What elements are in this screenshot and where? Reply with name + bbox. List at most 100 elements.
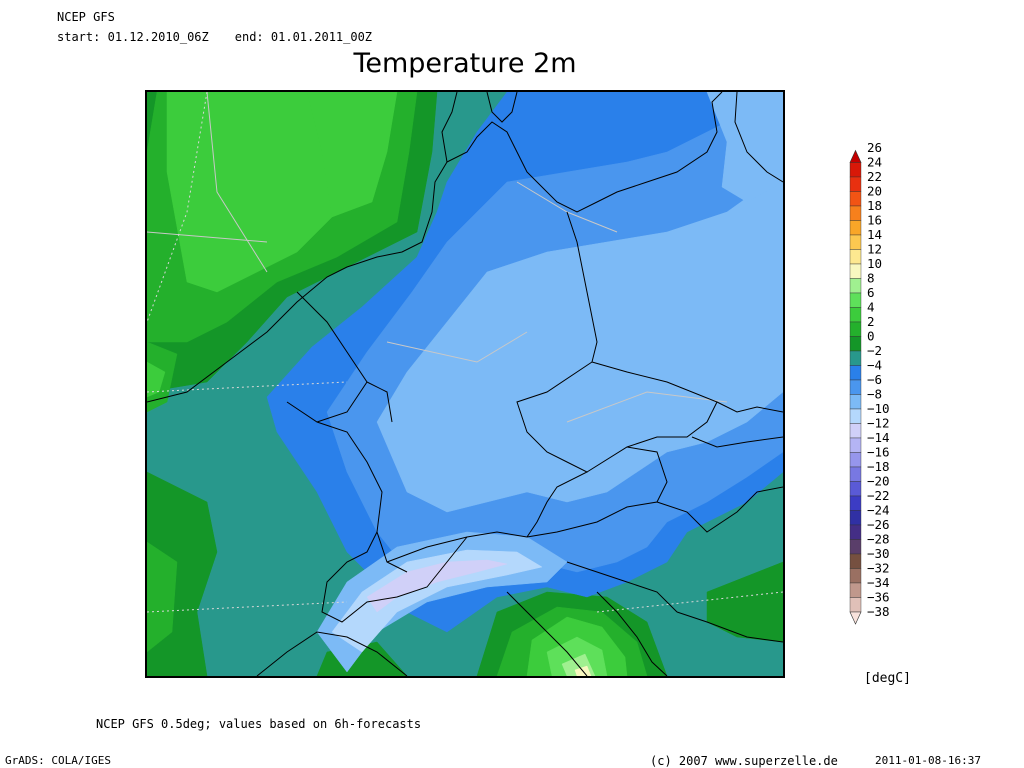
legend-label: 12 — [867, 242, 882, 257]
legend-swatch — [849, 466, 862, 482]
run-period: start: 01.12.2010_06Z end: 01.01.2011_00Z — [57, 30, 372, 44]
map-canvas — [147, 92, 783, 676]
legend-label: −14 — [867, 430, 890, 445]
software-credit: GrADS: COLA/IGES — [5, 754, 111, 767]
legend-label: −22 — [867, 488, 890, 503]
legend-label: 2 — [867, 314, 875, 329]
legend-label: −30 — [867, 546, 890, 561]
legend-swatch — [849, 220, 862, 236]
coastline-denmark — [446, 92, 723, 213]
legend-swatch — [849, 481, 862, 497]
legend-label: −26 — [867, 517, 890, 532]
legend-swatch — [849, 553, 862, 569]
legend-label: 14 — [867, 227, 882, 242]
legend-swatch — [849, 149, 862, 163]
coastline-adriatic — [506, 591, 668, 676]
legend-swatch — [849, 191, 862, 207]
start-value: 01.12.2010_06Z — [107, 30, 209, 44]
legend-label: 6 — [867, 285, 875, 300]
legend-label: −16 — [867, 445, 890, 460]
legend-swatch — [849, 379, 862, 395]
legend-label: 10 — [867, 256, 882, 271]
border-germany-east — [516, 211, 598, 538]
map-title: Temperature 2m — [353, 48, 577, 79]
legend-swatch — [849, 336, 862, 352]
legend-swatch — [849, 321, 862, 337]
legend-label: 24 — [867, 155, 882, 170]
legend-label: −20 — [867, 474, 890, 489]
legend-swatch — [849, 597, 862, 613]
legend-swatch — [849, 495, 862, 511]
coastline-mediterranean — [256, 631, 408, 676]
legend-swatch — [849, 423, 862, 439]
legend-label: −32 — [867, 561, 890, 576]
border-benelux — [296, 291, 393, 423]
legend-swatch — [849, 307, 862, 323]
legend-label: 26 — [867, 140, 882, 155]
coastline-scandinavia — [486, 92, 783, 183]
legend-swatch — [849, 539, 862, 555]
legend-swatch — [849, 205, 862, 221]
legend-label: 18 — [867, 198, 882, 213]
color-legend: 26242220181614121086420−2−4−6−8−10−12−14… — [849, 140, 890, 625]
legend-label: −18 — [867, 459, 890, 474]
legend-label: −4 — [867, 358, 882, 373]
legend-label: −2 — [867, 343, 882, 358]
model-source: NCEP GFS — [57, 10, 115, 24]
legend-swatch — [849, 234, 862, 250]
legend-units: [degC] — [864, 671, 911, 686]
legend-label: −12 — [867, 416, 890, 431]
legend-label: 16 — [867, 213, 882, 228]
field-4-northwest-b — [306, 92, 398, 218]
legend-label: 20 — [867, 184, 882, 199]
legend-swatch — [849, 278, 862, 294]
legend-swatch — [849, 437, 862, 453]
legend-label: 22 — [867, 169, 882, 184]
field-m12-alps — [366, 559, 508, 613]
legend-swatch — [849, 408, 862, 424]
border-poland-south — [716, 401, 783, 413]
legend-swatch — [849, 365, 862, 381]
legend-label: −8 — [867, 387, 882, 402]
legend-label: 4 — [867, 300, 875, 315]
field-4-westedge — [147, 361, 166, 398]
border-slovenia-croatia — [566, 561, 783, 643]
field-m8-core — [376, 171, 783, 513]
border-czechia — [586, 361, 718, 473]
render-timestamp: 2011-01-08-16:37 — [875, 754, 981, 767]
legend-label: 0 — [867, 329, 875, 344]
legend-swatch — [849, 524, 862, 540]
legend-label: 8 — [867, 271, 875, 286]
legend-swatch — [849, 292, 862, 308]
legend-label: −10 — [867, 401, 890, 416]
legend-swatch — [849, 394, 862, 410]
legend-swatch — [849, 568, 862, 584]
legend-swatch — [849, 350, 862, 366]
site-credit: (c) 2007 www.superzelle.de — [650, 754, 838, 768]
legend-swatch — [849, 263, 862, 279]
legend-swatch — [849, 582, 862, 598]
legend-label: −38 — [867, 604, 890, 619]
field-0-balkans — [706, 561, 783, 643]
legend-swatch — [849, 162, 862, 178]
coastline-northsea — [147, 92, 458, 403]
temperature-map — [145, 90, 785, 678]
border-france-germany — [286, 401, 408, 573]
legend-label: −28 — [867, 532, 890, 547]
legend-label: −36 — [867, 590, 890, 605]
legend-label: −34 — [867, 575, 890, 590]
legend-swatch — [849, 452, 862, 468]
legend-label: −6 — [867, 372, 882, 387]
legend-swatch — [849, 249, 862, 265]
legend-swatch — [849, 611, 862, 625]
model-note: NCEP GFS 0.5deg; values based on 6h-fore… — [96, 717, 422, 731]
end-value: 01.01.2011_00Z — [270, 30, 373, 44]
graticule — [147, 92, 783, 613]
end-label: end: — [234, 30, 264, 44]
field-m10-alps — [331, 549, 543, 653]
start-label: start: — [57, 30, 101, 44]
border-hungary-slovakia — [656, 436, 783, 533]
legend-label: −24 — [867, 503, 890, 518]
border-switzerland — [321, 531, 468, 623]
legend-swatch — [849, 176, 862, 192]
